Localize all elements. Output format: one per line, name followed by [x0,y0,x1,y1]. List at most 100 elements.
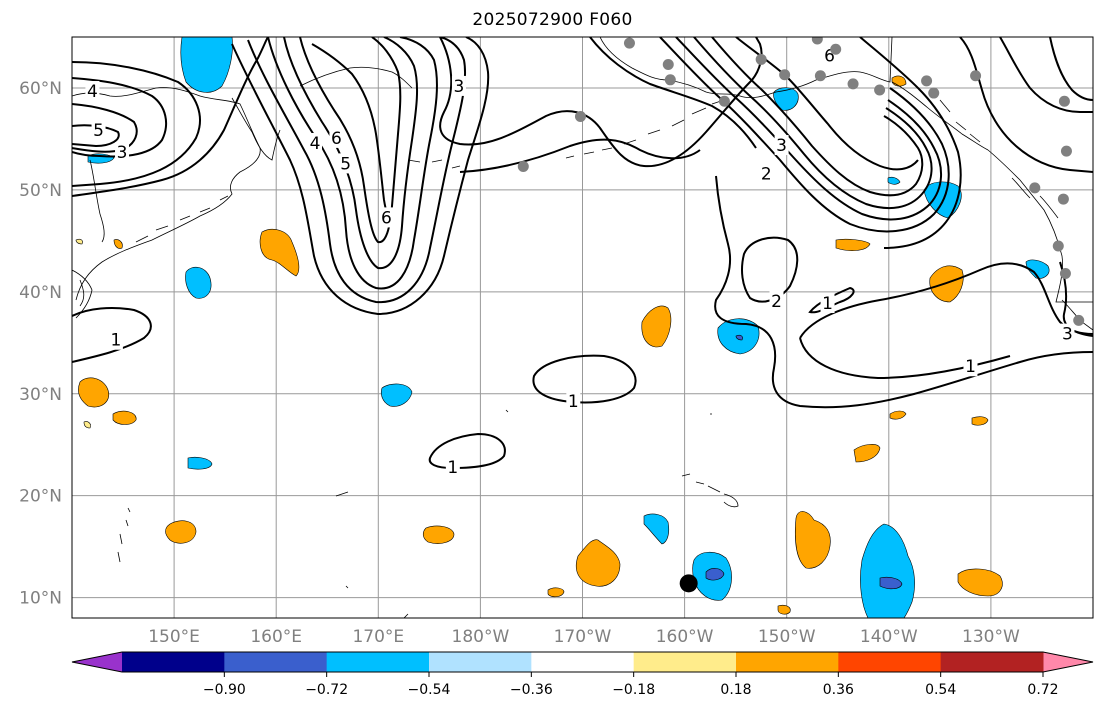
contour-line [711,37,924,197]
contour-label: 4 [310,134,321,154]
shade-royalblue [879,576,903,590]
colorbar-tick-label: −0.72 [305,682,348,698]
contour-label-bg [451,75,466,96]
contour-line [1049,37,1093,101]
lon-tick-label: 180°W [452,627,510,647]
stations [517,37,1085,593]
shade-blue [180,37,233,93]
coast-hawaii [681,473,739,508]
contour-line [231,37,490,316]
contour-line [428,432,506,470]
station-marker [1059,267,1071,279]
colorbar-band [122,652,225,672]
lon-tick-label: 170°E [352,627,404,647]
contour-line [72,77,168,158]
station-marker [574,111,586,123]
contour-line [959,37,1093,173]
contour-line [714,175,1093,409]
contour-label-bg [820,293,835,314]
lon-tick-label: 140°W [860,627,918,647]
coast-kurils [135,195,229,243]
shade-blue [887,176,901,185]
station-marker [718,95,730,107]
contour-label: 3 [1062,325,1073,345]
contour-label: 1 [447,458,458,478]
shade-blue [643,513,670,545]
coast-kamchatka [231,97,281,161]
shade-orange [112,410,137,425]
contour-label-bg [307,133,322,154]
station-marker [970,70,982,82]
contour-line [439,37,763,168]
station-marker [623,37,635,49]
colorbar-tick-label: 0.54 [925,682,956,698]
shade-orange [835,238,871,251]
contour-label: 6 [331,129,342,149]
shade-orange [971,416,989,426]
contour-line [72,307,152,363]
shade-orange [422,525,455,544]
station-marker [1058,95,1070,107]
lon-tick-label: 130°W [962,627,1020,647]
colorbar-tick-label: −0.36 [510,682,553,698]
contour-label-bg [759,163,774,184]
shade-yellow [75,238,83,245]
contour-line [459,138,701,173]
shade-orange [165,520,197,544]
coast-siberia-ne [299,66,413,89]
contour-label: 4 [87,82,98,102]
colorbar-band [429,652,532,672]
colorbar-tick-label: 0.18 [720,682,751,698]
lat-tick-label: 50°N [19,181,62,201]
shade-blue [380,383,413,407]
shade-orange [547,587,565,598]
station-marker [874,84,886,96]
lon-tick-label: 170°W [554,627,612,647]
contour-label: 2 [761,165,772,185]
contour-line [999,37,1093,113]
contour-line [283,37,419,270]
contour-label: 1 [568,392,579,412]
station-marker [662,59,674,71]
contour-label-bg [379,207,394,228]
shade-orange [641,305,672,348]
contour-label-bg [963,356,978,377]
lat-tick-label: 40°N [19,283,62,303]
coast-japan [72,269,93,319]
station-marker [517,160,529,172]
shade-orange [795,511,831,569]
colorbar-extend-low [72,652,122,672]
contour-label: 1 [110,331,121,351]
shade-blue [187,456,213,470]
station-marker [847,78,859,90]
coast-alaska-panhandle [891,81,989,151]
station-marker [921,75,933,87]
contour-label-bg [329,127,344,148]
contour-line [693,37,933,210]
contour-line [72,37,269,197]
contour-label: 1 [965,357,976,377]
contour-line [72,61,201,187]
contour-label: 2 [771,292,782,312]
shade-orange [889,410,907,420]
colorbar-band [838,652,942,672]
shade-royalblue [705,568,725,581]
shade-royalblue [735,334,743,341]
gridlines [72,37,1093,618]
contour-label-bg [566,390,581,411]
station-marker [830,43,842,55]
colorbar-tick-label: 0.36 [823,682,854,698]
station-marker [1052,240,1064,252]
coast-aleutians [565,99,725,159]
contour-label-bg [115,142,130,163]
contour-label-bg [85,81,100,102]
station-marker [811,37,823,45]
colorbar-band [531,652,635,672]
colorbar: −0.90 −0.72 −0.54 −0.36 −0.18 0.18 0.36 0.54 0.7… [71,651,1094,698]
shade-blue [773,87,799,111]
station-marker [1073,314,1085,326]
contour-label: 6 [381,208,392,228]
lon-tick-label: 160°E [250,627,302,647]
station-marker [928,87,940,99]
